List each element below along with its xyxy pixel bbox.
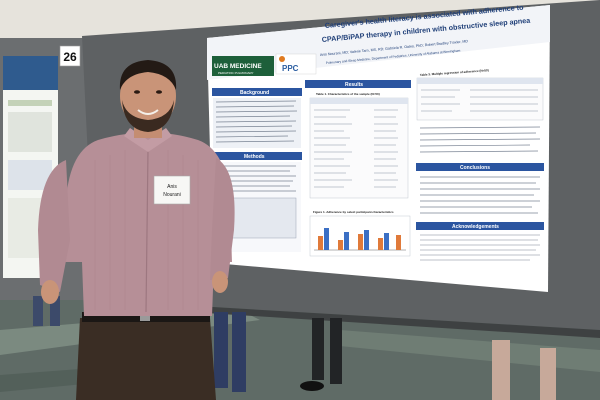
presenter-left-hand <box>41 280 59 304</box>
presenter-pants <box>76 318 216 400</box>
background-person-legs <box>540 348 556 400</box>
background-person-legs <box>232 312 246 392</box>
background-header <box>212 88 302 96</box>
results-bullets <box>419 126 541 153</box>
presenter: Anis Nourani <box>38 60 235 400</box>
presenter-left-arm <box>38 160 70 292</box>
figure1-bar <box>324 228 329 250</box>
main-board-shadow <box>95 300 600 338</box>
presenter-right-arm <box>210 158 235 280</box>
table3 <box>416 77 544 121</box>
figure1-bar <box>384 233 389 250</box>
ppc-logo-text: PPC <box>282 64 299 73</box>
shirt-placket <box>145 149 149 313</box>
uab-logo-text: UAB MEDICINE <box>214 63 262 70</box>
name-badge-last: Nourani <box>163 192 181 198</box>
presenter-eye <box>156 90 162 94</box>
left-poster-block <box>8 100 52 106</box>
background-person-legs <box>492 340 510 400</box>
background-text-lines <box>215 100 298 143</box>
conclusions-header <box>416 163 544 171</box>
figure1-bar <box>318 236 323 250</box>
presenter-smile <box>137 109 159 115</box>
table1-header-row <box>310 98 408 104</box>
methods-heading: Methods <box>244 154 265 160</box>
figure1-bar <box>396 235 401 250</box>
figure1-bar <box>338 240 343 250</box>
figure1-bar <box>344 232 349 250</box>
presenter-hair <box>119 60 177 90</box>
results-header <box>305 80 411 88</box>
uab-logo <box>212 56 274 76</box>
background-person-shoe <box>300 381 324 391</box>
background-person-legs <box>33 296 43 326</box>
table1-title: Table 1. Characteristics of the sample (… <box>316 92 380 96</box>
ppc-logo <box>275 53 317 75</box>
left-poster-header <box>3 56 58 90</box>
background-heading: Background <box>240 90 269 96</box>
presenter-belt-buckle <box>140 313 150 321</box>
carpet-stripe-2 <box>330 330 600 372</box>
conclusions-text-lines <box>420 176 540 214</box>
board-number-tag <box>59 45 81 67</box>
uab-logo-subtext: PEDIATRIC PULMONARY <box>218 71 254 75</box>
methods-header <box>212 152 302 160</box>
acknowledgements-heading: Acknowledgements <box>452 224 499 230</box>
presenter-eye <box>134 90 140 94</box>
table3-header-row <box>417 78 543 84</box>
figure1-title: Figure 1. Adherence by select participan… <box>313 210 394 214</box>
background-person-legs <box>312 318 324 380</box>
figure1-bar <box>358 234 363 250</box>
board-number: 26 <box>63 50 77 64</box>
presenter-head <box>120 64 176 128</box>
left-poster-block-3 <box>8 160 52 190</box>
figure1-bar <box>364 230 369 250</box>
presenter-right-hand <box>212 271 228 293</box>
left-poster-block-2 <box>8 112 52 152</box>
table3-rows <box>421 89 538 112</box>
presenter-beard <box>122 100 174 132</box>
ppc-logo-mark <box>279 56 285 62</box>
name-badge-first: Anis <box>167 184 177 190</box>
name-badge <box>153 175 191 205</box>
results-heading: Results <box>345 82 363 88</box>
table1 <box>309 97 409 199</box>
background-person-legs <box>330 318 342 384</box>
background-person-legs <box>214 312 228 388</box>
acknowledgements-header <box>416 222 544 230</box>
shirt-pinstripes <box>94 150 199 310</box>
table1-rows <box>314 109 398 188</box>
conclusions-heading: Conclusions <box>460 165 490 171</box>
background-person-legs <box>50 296 60 326</box>
figure1-bar <box>378 238 383 250</box>
background-text-block <box>213 98 301 148</box>
acknowledgements-text-lines <box>420 234 540 261</box>
table3-title: Table 3. Multiple regression of adherenc… <box>420 68 489 77</box>
